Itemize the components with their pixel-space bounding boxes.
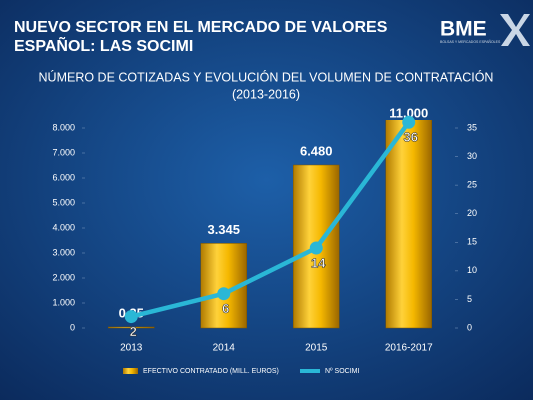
legend-label: EFECTIVO CONTRATADO (MILL. EUROS) <box>143 368 279 375</box>
y-tick-label: 5.000 <box>52 197 75 207</box>
bar-value-label: 6.480 <box>300 143 333 158</box>
logo-mark <box>500 14 530 46</box>
slide-title: NUEVO SECTOR EN EL MERCADO DE VALORES <box>14 19 388 36</box>
x-tick-label: 2015 <box>305 343 328 354</box>
y2-tick-label: 20 <box>467 208 477 218</box>
y2-tick-label: 30 <box>467 151 477 161</box>
y-tick-label: 1.000 <box>52 297 75 307</box>
line-value-label: 36 <box>404 130 418 145</box>
legend-swatch <box>123 368 138 374</box>
y-tick-label: 0 <box>70 322 75 332</box>
chart-title: NÚMERO DE COTIZADAS Y EVOLUCIÓN DEL VOLU… <box>39 69 494 84</box>
plot-area <box>108 120 432 329</box>
logo-caption: BOLSAS Y MERCADOS ESPAÑOLES <box>440 39 501 44</box>
y-tick-label: 3.000 <box>52 247 75 257</box>
line-value-label: 14 <box>311 255 326 270</box>
x-tick-label: 2013 <box>120 343 143 354</box>
x-tick-label: 2014 <box>213 343 236 354</box>
y2-tick-label: 25 <box>467 180 477 190</box>
line-point <box>124 310 138 324</box>
line-point <box>402 115 416 129</box>
y2-tick-label: 35 <box>467 122 477 132</box>
y-tick-label: 4.000 <box>52 222 75 232</box>
y-tick-label: 8.000 <box>52 122 75 132</box>
y2-tick-label: 10 <box>467 265 477 275</box>
legend-label: Nº SOCIMI <box>325 368 360 375</box>
line-point <box>309 241 323 255</box>
line-value-label: 6 <box>222 301 229 316</box>
bar <box>108 326 155 329</box>
line <box>130 120 411 319</box>
y-tick-label: 6.000 <box>52 172 75 182</box>
y2-tick-label: 15 <box>467 237 477 247</box>
bar-value-label: 11.000 <box>389 105 428 120</box>
line-value-label: 2 <box>130 324 137 339</box>
y2-tick-label: 0 <box>467 322 472 332</box>
y-tick-label: 7.000 <box>52 147 75 157</box>
bar <box>385 120 432 329</box>
line-point <box>217 287 231 301</box>
y-tick-label: 2.000 <box>52 272 75 282</box>
logo: BME BOLSAS Y MERCADOS ESPAÑOLES <box>440 14 530 46</box>
x-tick-label: 2016-2017 <box>385 343 433 354</box>
slide-title: ESPAÑOL: LAS SOCIMI <box>14 35 193 55</box>
logo-text: BME <box>440 18 487 41</box>
bar-value-label: 3.345 <box>207 222 240 237</box>
chart-subtitle: (2013-2016) <box>232 87 300 101</box>
y2-tick-label: 5 <box>467 294 472 304</box>
